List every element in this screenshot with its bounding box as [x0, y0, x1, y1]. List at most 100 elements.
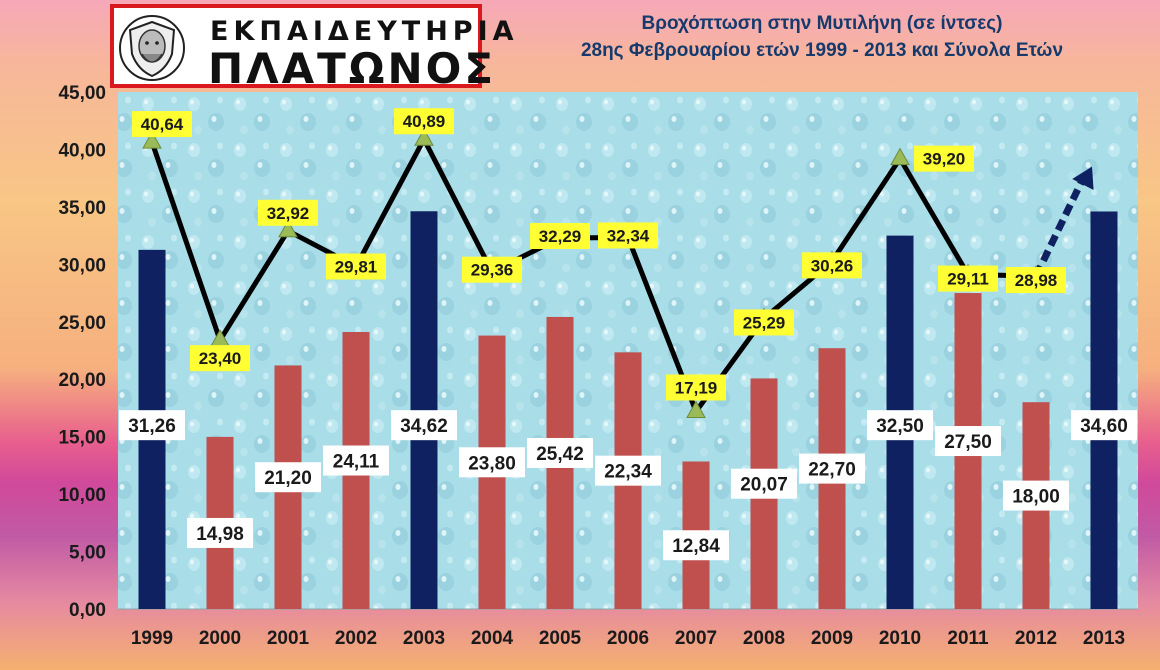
line-label-bg [734, 309, 794, 336]
y-tick-label: 30,00 [58, 255, 106, 276]
line-value-label: 40,89 [403, 112, 446, 131]
line-value-label: 29,36 [471, 261, 514, 280]
x-tick-label: 2001 [267, 628, 310, 649]
line-label-bg [598, 222, 658, 249]
x-tick-label: 2007 [675, 628, 717, 649]
line-label-bg [938, 265, 998, 292]
bar-value-label: 22,70 [808, 460, 856, 481]
x-tick-label: 2013 [1083, 628, 1125, 649]
bar-value-label: 18,00 [1012, 487, 1060, 508]
trend-arrow-line [1032, 179, 1086, 278]
y-tick-label: 35,00 [58, 198, 106, 219]
trend-arrow-head [1072, 166, 1094, 190]
bar-label-bg [323, 445, 389, 476]
y-tick-label: 5,00 [69, 543, 106, 564]
bar-label-bg [663, 530, 729, 561]
x-tick-label: 2000 [199, 628, 241, 649]
logo-text-bottom: ΠΛΑΤΩΝΟΣ [208, 44, 497, 93]
line-value-label: 32,34 [607, 226, 650, 245]
x-tick-label: 1999 [131, 628, 173, 649]
line-label-bg [190, 345, 250, 372]
logo-text-top: ΕΚΠΑΙΔΕΥΤΗΡΙΑ [210, 16, 519, 47]
line-marker [278, 219, 298, 238]
x-tick-label: 2004 [471, 628, 514, 649]
y-tick-label: 10,00 [58, 485, 106, 506]
logo-box: ΕΚΠΑΙΔΕΥΤΗΡΙΑ ΠΛΑΤΩΝΟΣ [110, 4, 514, 93]
line-marker [686, 400, 706, 419]
bar-value-label: 25,42 [536, 444, 584, 465]
bar-label-bg [255, 462, 321, 493]
y-tick-label: 20,00 [58, 370, 106, 391]
bar-label-bg [935, 426, 1001, 457]
line-value-label: 17,19 [675, 379, 718, 398]
platonos-emblem-icon [119, 15, 185, 81]
bar-value-label: 20,07 [740, 475, 788, 496]
bar-value-label: 23,80 [468, 453, 516, 474]
bar-label-bg [527, 437, 593, 468]
x-tick-label: 2002 [335, 628, 377, 649]
line-value-label: 40,64 [141, 115, 184, 134]
bar-value-label: 22,34 [604, 462, 652, 483]
bar-label-bg [731, 468, 797, 499]
bar-label-bg [799, 453, 865, 484]
line-series: 40,64 23,40 32,92 29,81 40,89 29,36 32,29 32,34… [132, 108, 1094, 419]
bar-label-bg [867, 410, 933, 441]
y-tick-label: 40,00 [58, 140, 106, 161]
x-tick-label: 2011 [947, 628, 989, 649]
y-tick-label: 25,00 [58, 313, 106, 334]
bar-value-label: 34,62 [400, 416, 448, 437]
line-label-bg [462, 256, 522, 283]
line-value-label: 23,40 [199, 349, 242, 368]
bar-label-bg [391, 410, 457, 441]
line-marker [414, 128, 434, 146]
x-tick-label: 2005 [539, 628, 582, 649]
bar-value-label: 34,60 [1080, 416, 1128, 437]
line-path [149, 136, 1037, 415]
chart-title-block: Βροχόπτωση στην Μυτιλήνη (σε ίντσες) 28η… [492, 10, 1152, 64]
line-marker [890, 147, 910, 166]
line-value-label: 25,29 [743, 313, 786, 332]
line-label-bg [666, 374, 726, 401]
bar-label-bg [119, 410, 185, 441]
bar-value-label: 21,20 [264, 468, 312, 489]
line-label-bg [394, 108, 454, 135]
line-value-label: 30,26 [811, 256, 854, 275]
line-value-label: 32,92 [267, 204, 310, 223]
bar-value-label: 12,84 [672, 536, 720, 557]
bar-series: 31,26 14,98 21,20 24,11 34,62 23,80 25,42 22,34… [119, 211, 1137, 610]
x-tick-label: 2009 [811, 628, 853, 649]
line-label-bg [132, 111, 192, 138]
bar-label-bg [1071, 410, 1137, 441]
line-label-bg [1006, 267, 1066, 294]
line-value-label: 32,29 [539, 227, 582, 246]
line-value-label: 29,11 [947, 270, 989, 289]
bar-label-bg [595, 455, 661, 486]
line-value-label: 28,98 [1015, 271, 1058, 290]
bar-value-label: 24,11 [333, 452, 380, 473]
bar-value-label: 14,98 [196, 524, 244, 545]
line-label-bg [914, 145, 974, 172]
x-tick-label: 2012 [1015, 628, 1057, 649]
line-marker [142, 131, 162, 149]
x-tick-label: 2006 [607, 628, 649, 649]
chart-title: Βροχόπτωση στην Μυτιλήνη (σε ίντσες) [641, 13, 1003, 34]
line-value-label: 39,20 [923, 150, 966, 169]
line-label-bg [802, 252, 862, 279]
x-tick-label: 2010 [879, 628, 921, 649]
bar-value-label: 27,50 [944, 432, 992, 453]
bar [410, 211, 438, 609]
bar-value-label: 32,50 [876, 416, 924, 437]
x-tick-label: 2008 [743, 628, 785, 649]
x-axis: 1999 2000 2001 2002 2003 2004 2005 2006 2007 2008… [131, 628, 1125, 649]
x-tick-label: 2003 [403, 628, 445, 649]
y-axis: 0,00 5,00 10,00 15,00 20,00 25,00 30,00 35,00 40… [58, 83, 1138, 621]
bar-label-bg [1003, 480, 1069, 511]
bar-label-bg [187, 517, 253, 548]
bar-value-label: 31,26 [128, 416, 176, 437]
line-label-bg [530, 223, 590, 250]
line-label-bg [326, 253, 386, 280]
y-tick-label: 15,00 [58, 428, 106, 449]
chart-subtitle: 28ης Φεβρουαρίου ετών 1999 - 2013 και Σύ… [580, 40, 1064, 61]
y-tick-label: 45,00 [58, 83, 106, 104]
